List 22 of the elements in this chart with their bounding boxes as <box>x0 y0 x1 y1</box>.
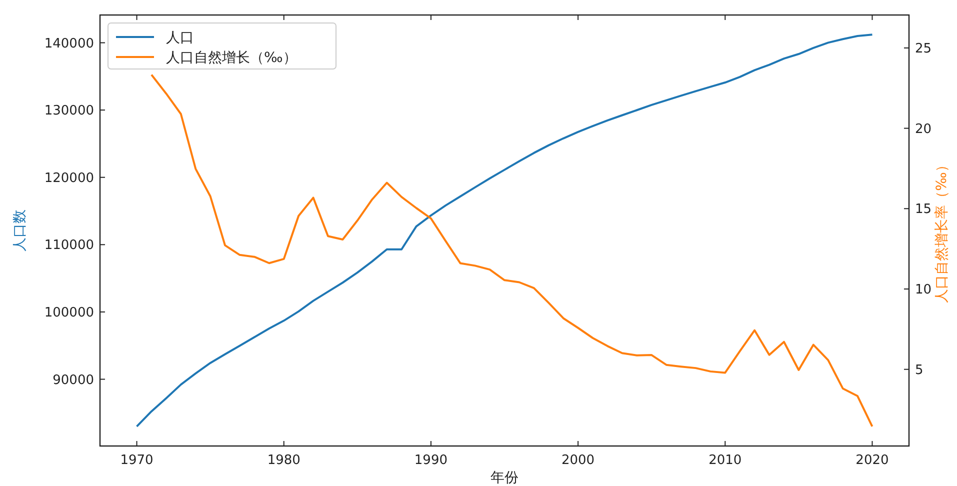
y-tick-label: 90000 <box>52 372 94 388</box>
y-tick-label: 100000 <box>44 305 94 320</box>
x-tick-label: 1980 <box>267 453 300 468</box>
x-tick-label: 2020 <box>856 453 889 468</box>
x-tick-label: 1970 <box>120 453 154 468</box>
legend-label: 人口 <box>166 30 194 46</box>
y-axis-title: 人口数 <box>12 210 28 252</box>
x-tick-label: 2000 <box>562 453 595 468</box>
y-tick-label: 120000 <box>44 170 94 186</box>
x-tick-label: 2010 <box>708 453 742 468</box>
y-tick-label: 130000 <box>44 104 94 119</box>
y2-tick-label: 25 <box>915 41 932 56</box>
legend-label: 人口自然增长（‰） <box>166 50 297 66</box>
y-tick-label: 110000 <box>44 238 94 254</box>
x-axis-title: 年份 <box>490 470 518 486</box>
y2-tick-label: 5 <box>915 362 924 378</box>
y2-tick-label: 10 <box>915 282 932 298</box>
y2-tick-label: 15 <box>915 202 932 218</box>
y2-axis-title: 人口自然增长率（‰） <box>934 158 950 303</box>
x-tick-label: 1990 <box>414 453 448 468</box>
y2-tick-label: 20 <box>915 122 932 137</box>
y-tick-label: 140000 <box>44 36 94 52</box>
